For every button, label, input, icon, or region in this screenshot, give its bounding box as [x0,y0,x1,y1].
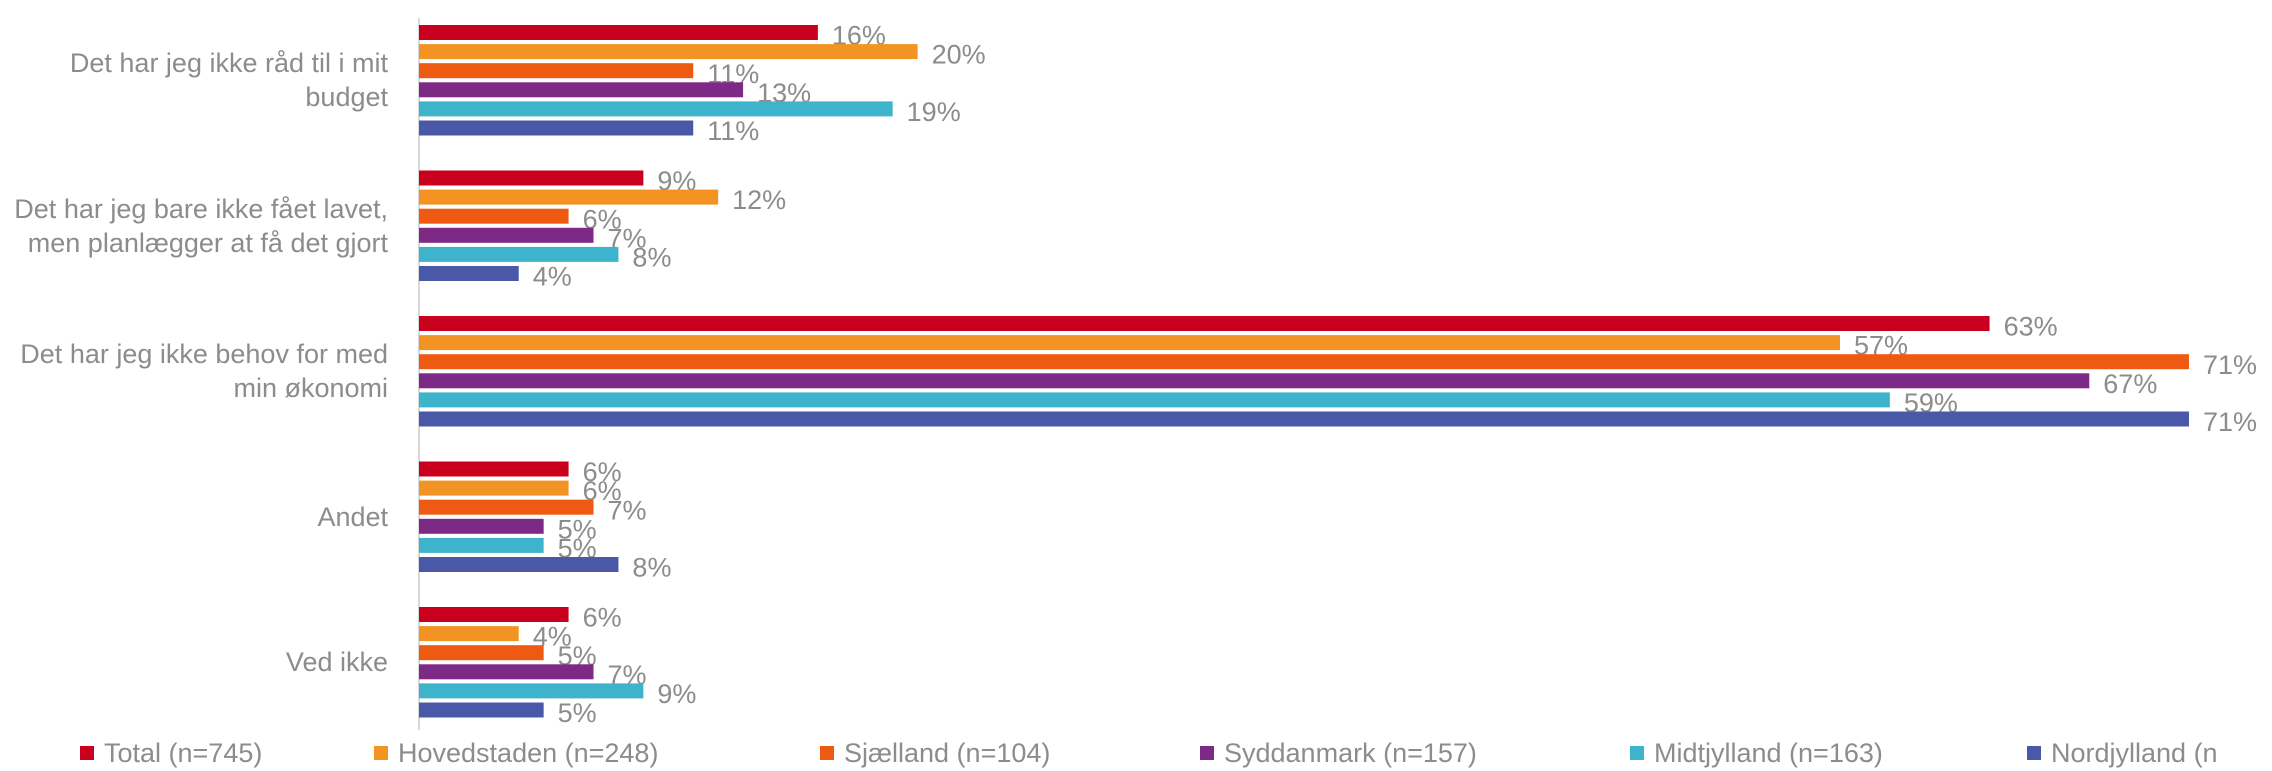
legend-swatch [1630,746,1644,760]
bar [419,63,694,79]
bar [419,645,544,661]
bar [419,537,544,553]
category-label: Ved ikke [285,647,388,678]
data-label: 8% [632,243,671,273]
bar [419,120,694,136]
bar [419,480,569,496]
bar [419,373,2090,389]
data-label: 19% [907,97,961,127]
bar [419,702,544,718]
bar [419,392,1890,408]
legend-swatch [374,746,388,760]
data-label: 6% [583,457,622,487]
data-label: 5% [558,514,597,544]
legend-label: Sjælland (n=104) [844,738,1050,768]
data-label: 12% [732,185,786,215]
bar [419,518,544,534]
bar [419,266,519,281]
data-label: 7% [608,495,647,525]
bar [419,683,644,699]
bar [419,44,918,60]
data-label: 11% [707,116,759,146]
legend-swatch [820,746,834,760]
data-label: 8% [632,553,671,583]
legend-label: Total (n=745) [104,738,262,768]
data-label: 63% [2004,312,2058,342]
legend-label: Hovedstaden (n=248) [398,738,658,768]
bar [419,461,569,477]
category-label: Det har jeg ikke råd til i mit budget [69,48,388,113]
bar [419,227,594,243]
bar [419,557,619,572]
data-label: 71% [2203,350,2257,380]
data-label: 5% [558,698,597,728]
bar [419,246,619,262]
bar [419,499,594,515]
bar [419,354,2189,370]
category-label: Andet [317,501,388,532]
data-label: 20% [932,40,986,70]
category-label: Det har jeg bare ikke fået lavet, men pl… [14,193,388,258]
data-label: 71% [2203,407,2257,437]
legend-label: Syddanmark (n=157) [1224,738,1477,768]
bar [419,664,594,680]
category-label: Det har jeg ikke behov for med min økono… [20,339,388,404]
legend-label: Midtjylland (n=163) [1654,738,1883,768]
data-label: 67% [2103,369,2157,399]
bar [419,626,519,642]
data-label: 9% [657,679,696,709]
bar [419,335,1840,351]
data-label: 6% [583,603,622,633]
bar [419,607,569,622]
bar [419,101,893,117]
bar [419,411,2189,427]
legend-label: Nordjylland (n [2051,738,2218,768]
legend-swatch [80,746,94,760]
bar [419,208,569,224]
bar [419,25,818,40]
bar [419,82,744,98]
data-label: 4% [533,262,572,292]
legend-swatch [1200,746,1214,760]
legend-swatch [2027,746,2041,760]
bar [419,170,644,186]
bar [419,316,1990,331]
bar [419,189,719,205]
